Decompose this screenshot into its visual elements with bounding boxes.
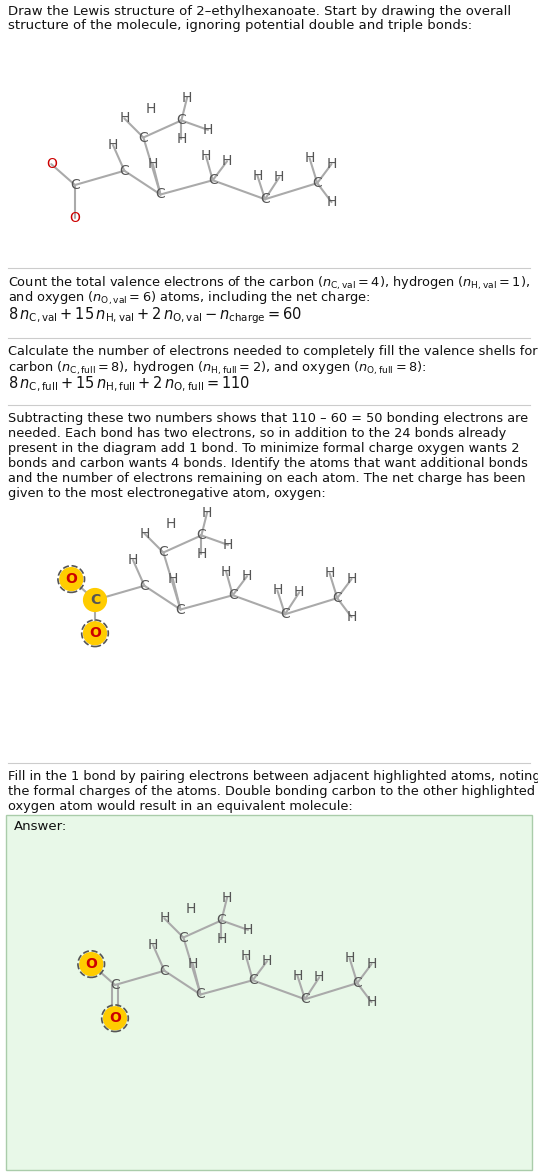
Text: C: C [248,973,258,987]
Text: H: H [327,157,337,171]
Text: H: H [222,891,232,905]
Text: H: H [119,111,130,125]
Text: $8\,n_{\mathrm{C,val}} + 15\,n_{\mathrm{H,val}} + 2\,n_{\mathrm{O,val}} - n_{\ma: $8\,n_{\mathrm{C,val}} + 15\,n_{\mathrm{… [8,305,302,326]
Text: H: H [274,170,285,184]
Text: H: H [148,938,158,952]
Text: C: C [90,593,100,607]
Text: H: H [292,968,302,982]
Text: H: H [166,517,176,531]
Text: C: C [176,114,186,128]
Text: H: H [366,958,377,972]
Text: C: C [208,173,218,188]
Text: H: H [108,138,118,152]
Text: O: O [89,626,101,640]
Text: C: C [216,913,226,927]
Circle shape [83,588,107,612]
Text: carbon ($n_{\mathrm{C,full}} = 8$), hydrogen ($n_{\mathrm{H,full}} = 2$), and ox: carbon ($n_{\mathrm{C,full}} = 8$), hydr… [8,360,427,377]
Text: the formal charges of the atoms. Double bonding carbon to the other highlighted: the formal charges of the atoms. Double … [8,785,535,798]
Text: H: H [148,157,158,171]
Text: H: H [242,570,252,584]
Text: and oxygen ($n_{\mathrm{O,val}} = 6$) atoms, including the net charge:: and oxygen ($n_{\mathrm{O,val}} = 6$) at… [8,289,370,307]
Text: H: H [305,151,315,165]
Text: and the number of electrons remaining on each atom. The net charge has been: and the number of electrons remaining on… [8,472,526,485]
Text: C: C [110,977,120,992]
Text: H: H [314,970,324,984]
Text: H: H [262,954,272,968]
Text: H: H [201,150,211,164]
Text: H: H [176,132,187,146]
Text: present in the diagram add 1 bond. To minimize formal charge oxygen wants 2: present in the diagram add 1 bond. To mi… [8,442,520,455]
Text: H: H [221,565,231,579]
Text: O: O [46,157,56,171]
Circle shape [104,1007,126,1030]
Text: H: H [182,90,192,104]
Text: C: C [139,579,149,593]
Text: Fill in the 1 bond by pairing electrons between adjacent highlighted atoms, noti: Fill in the 1 bond by pairing electrons … [8,770,538,783]
Text: H: H [346,611,357,625]
Text: C: C [159,545,168,559]
Text: Subtracting these two numbers shows that 110 – 60 = 50 bonding electrons are: Subtracting these two numbers shows that… [8,413,528,425]
Text: H: H [324,566,335,580]
Circle shape [80,953,103,975]
Text: H: H [294,585,305,599]
Text: H: H [241,949,251,963]
Text: H: H [366,995,377,1009]
Text: H: H [128,553,138,567]
Text: H: H [222,155,232,169]
Text: Draw the Lewis structure of 2–ethylhexanoate. Start by drawing the overall: Draw the Lewis structure of 2–ethylhexan… [8,5,511,18]
Text: O: O [86,958,97,972]
Text: C: C [313,176,322,190]
Text: oxygen atom would result in an equivalent molecule:: oxygen atom would result in an equivalen… [8,800,353,813]
Text: H: H [327,195,337,209]
Text: H: H [243,922,253,936]
Text: C: C [260,192,270,206]
Text: structure of the molecule, ignoring potential double and triple bonds:: structure of the molecule, ignoring pote… [8,19,472,32]
Circle shape [60,567,83,591]
Text: needed. Each bond has two electrons, so in addition to the 24 bonds already: needed. Each bond has two electrons, so … [8,427,506,440]
Text: H: H [216,933,226,947]
Text: C: C [332,591,342,605]
Text: C: C [175,602,186,616]
Text: H: H [188,958,198,972]
Text: C: C [179,931,188,945]
Text: C: C [280,607,290,621]
Text: H: H [196,547,207,561]
Text: H: H [186,902,196,917]
Text: H: H [223,538,233,552]
Text: H: H [168,572,178,586]
Text: O: O [65,572,77,586]
FancyBboxPatch shape [6,815,532,1170]
Text: C: C [196,988,206,1002]
Text: C: C [196,529,206,543]
Text: H: H [344,952,355,966]
Text: H: H [252,169,263,183]
Text: H: H [139,526,150,540]
Text: C: C [155,188,165,202]
Text: Answer:: Answer: [14,820,67,833]
Text: O: O [69,211,81,225]
Text: H: H [272,584,282,598]
Text: $8\,n_{\mathrm{C,full}} + 15\,n_{\mathrm{H,full}} + 2\,n_{\mathrm{O,full}} = 110: $8\,n_{\mathrm{C,full}} + 15\,n_{\mathrm… [8,375,250,394]
Text: given to the most electronegative atom, oxygen:: given to the most electronegative atom, … [8,488,325,500]
Text: H: H [202,505,213,519]
Circle shape [83,622,107,645]
Text: H: H [346,572,357,586]
Text: C: C [352,976,362,990]
Text: bonds and carbon wants 4 bonds. Identify the atoms that want additional bonds: bonds and carbon wants 4 bonds. Identify… [8,457,528,470]
Text: C: C [119,164,129,178]
Text: O: O [109,1011,121,1026]
Text: C: C [300,993,310,1007]
Text: Calculate the number of electrons needed to completely fill the valence shells f: Calculate the number of electrons needed… [8,345,537,357]
Text: C: C [160,963,169,977]
Text: C: C [228,588,238,602]
Text: Count the total valence electrons of the carbon ($n_{\mathrm{C,val}} = 4$), hydr: Count the total valence electrons of the… [8,275,530,292]
Text: C: C [138,130,148,144]
Text: H: H [146,102,156,116]
Text: H: H [203,123,213,137]
Text: H: H [159,912,169,926]
Text: C: C [70,178,80,192]
